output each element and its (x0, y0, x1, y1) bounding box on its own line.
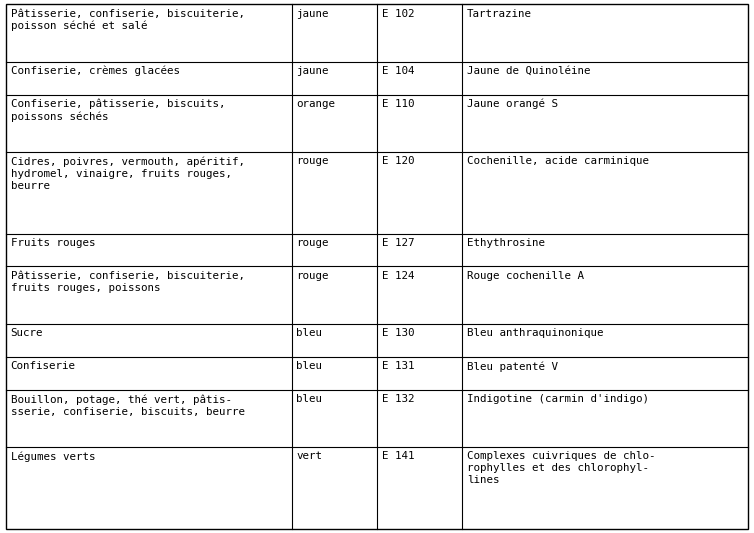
Text: bleu: bleu (296, 328, 322, 338)
Text: Indigotine (carmin d'indigo): Indigotine (carmin d'indigo) (467, 394, 649, 404)
Text: Fruits rouges: Fruits rouges (11, 238, 95, 248)
Text: Complexes cuivriques de chlo-
rophylles et des chlorophyl-
lines: Complexes cuivriques de chlo- rophylles … (467, 451, 655, 486)
Text: E 131: E 131 (382, 361, 414, 371)
Text: bleu: bleu (296, 361, 322, 371)
Text: Bleu anthraquinonique: Bleu anthraquinonique (467, 328, 603, 338)
Text: Tartrazine: Tartrazine (467, 9, 532, 19)
Text: Jaune orangé S: Jaune orangé S (467, 99, 558, 109)
Text: Cidres, poivres, vermouth, apéritif,
hydromel, vinaigre, fruits rouges,
beurre: Cidres, poivres, vermouth, apéritif, hyd… (11, 156, 244, 191)
Text: E 127: E 127 (382, 238, 414, 248)
Text: Bouillon, potage, thé vert, pâtis-
sserie, confiserie, biscuits, beurre: Bouillon, potage, thé vert, pâtis- sseri… (11, 394, 244, 416)
Text: Ethythrosine: Ethythrosine (467, 238, 545, 248)
Text: E 110: E 110 (382, 99, 414, 109)
Text: E 120: E 120 (382, 156, 414, 166)
Text: Bleu patenté V: Bleu patenté V (467, 361, 558, 372)
Text: Sucre: Sucre (11, 328, 43, 338)
Text: Légumes verts: Légumes verts (11, 451, 95, 462)
Text: Confiserie: Confiserie (11, 361, 75, 371)
Text: Confiserie, pâtisserie, biscuits,
poissons séchés: Confiserie, pâtisserie, biscuits, poisso… (11, 99, 225, 122)
Text: Pâtisserie, confiserie, biscuiterie,
poisson séché et salé: Pâtisserie, confiserie, biscuiterie, poi… (11, 9, 244, 31)
Text: Rouge cochenille A: Rouge cochenille A (467, 271, 584, 281)
Text: E 124: E 124 (382, 271, 414, 281)
Text: Confiserie, crèmes glacées: Confiserie, crèmes glacées (11, 66, 179, 76)
Text: rouge: rouge (296, 238, 329, 248)
Text: E 102: E 102 (382, 9, 414, 19)
Text: jaune: jaune (296, 66, 329, 76)
Text: Jaune de Quinoléine: Jaune de Quinoléine (467, 66, 590, 76)
Text: rouge: rouge (296, 271, 329, 281)
Text: bleu: bleu (296, 394, 322, 404)
Text: Pâtisserie, confiserie, biscuiterie,
fruits rouges, poissons: Pâtisserie, confiserie, biscuiterie, fru… (11, 271, 244, 293)
Text: E 130: E 130 (382, 328, 414, 338)
Text: Cochenille, acide carminique: Cochenille, acide carminique (467, 156, 649, 166)
Text: vert: vert (296, 451, 322, 462)
Text: E 104: E 104 (382, 66, 414, 76)
Text: orange: orange (296, 99, 336, 109)
Text: E 141: E 141 (382, 451, 414, 462)
Text: jaune: jaune (296, 9, 329, 19)
Text: E 132: E 132 (382, 394, 414, 404)
Text: rouge: rouge (296, 156, 329, 166)
